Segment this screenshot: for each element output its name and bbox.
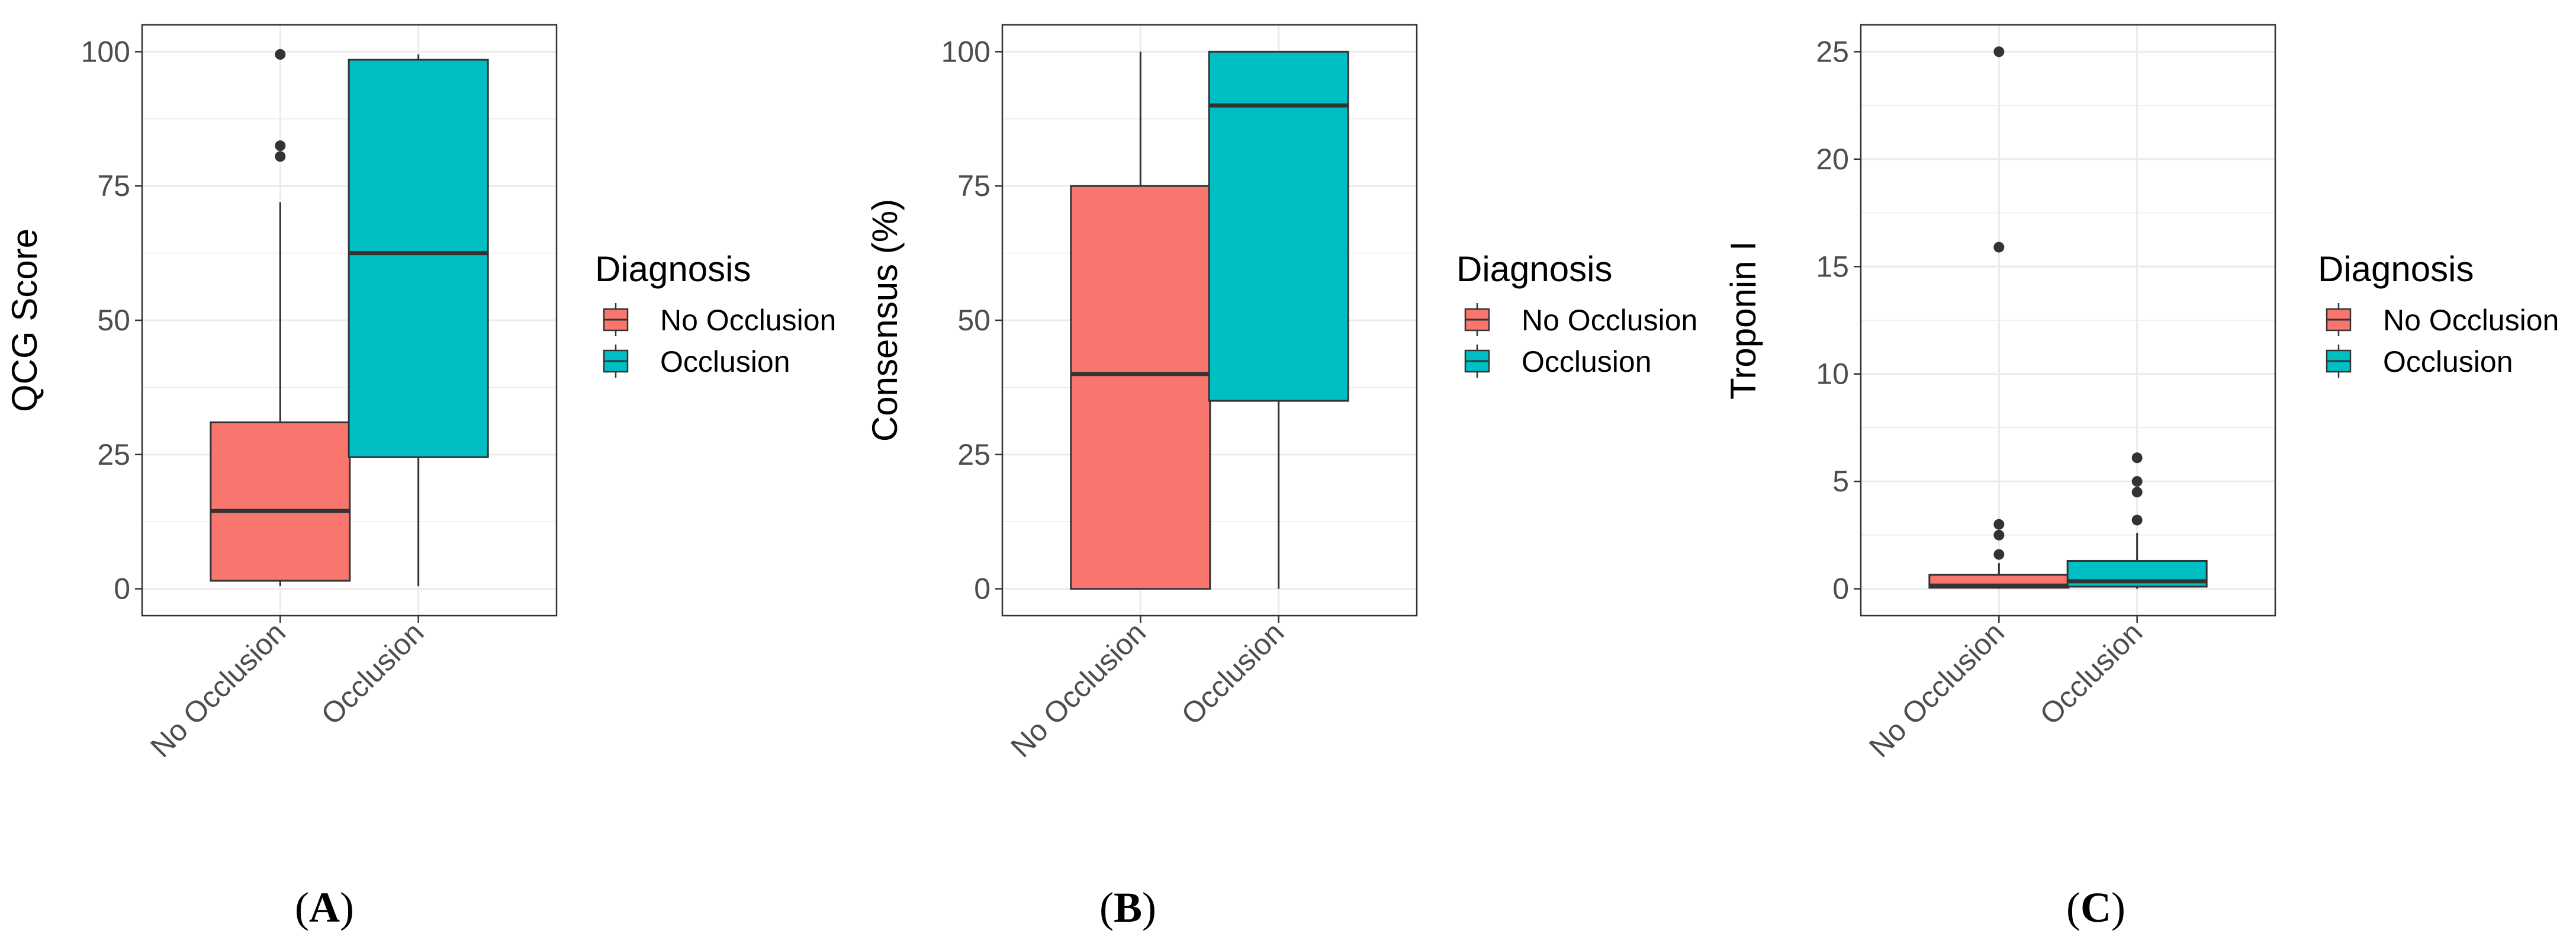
panel-border bbox=[1860, 24, 2276, 617]
x-tick-label: No Occlusion bbox=[1004, 616, 1152, 764]
legend-label: Occlusion bbox=[1522, 345, 1652, 378]
panel-caption-letter: C bbox=[2080, 884, 2111, 931]
y-tick-label: 20 bbox=[1816, 143, 1849, 176]
legend-title: Diagnosis bbox=[595, 249, 751, 289]
y-tick-label: 0 bbox=[114, 572, 130, 606]
panel-caption-paren-close: ) bbox=[2111, 884, 2125, 931]
legend-label: Occlusion bbox=[660, 345, 790, 378]
outlier-point bbox=[275, 49, 286, 60]
legend: Diagnosis No Occlusion Occlusion bbox=[2318, 249, 2559, 378]
outlier-point bbox=[275, 140, 286, 152]
box-iqr bbox=[1070, 185, 1211, 590]
outlier-point bbox=[1993, 529, 2005, 540]
outlier-point bbox=[1993, 549, 2005, 560]
y-tick-label: 100 bbox=[941, 35, 990, 68]
y-tick-label: 25 bbox=[97, 438, 130, 471]
legend: Diagnosis No Occlusion Occlusion bbox=[595, 249, 836, 378]
y-tick-label: 15 bbox=[1816, 250, 1849, 283]
legend-title: Diagnosis bbox=[1456, 249, 1612, 289]
outlier-point bbox=[1993, 46, 2005, 57]
legend-label: No Occlusion bbox=[2383, 304, 2559, 337]
outlier-point bbox=[1993, 519, 2005, 530]
box-no-occlusion bbox=[210, 49, 351, 587]
panel-caption: (B) bbox=[1099, 884, 1156, 931]
outlier-point bbox=[275, 151, 286, 162]
outlier-point bbox=[2131, 487, 2143, 498]
y-tick-label: 0 bbox=[1832, 572, 1849, 606]
y-tick-label: 10 bbox=[1816, 358, 1849, 391]
y-axis-title: Troponin I bbox=[1723, 241, 1763, 400]
x-tick-label: Occlusion bbox=[315, 616, 430, 731]
box-occlusion bbox=[1208, 50, 1349, 589]
panel-caption-paren-open: ( bbox=[2066, 884, 2080, 931]
y-tick-label: 75 bbox=[957, 169, 990, 202]
x-tick-label: Occlusion bbox=[1175, 616, 1291, 731]
outlier-point bbox=[1993, 242, 2005, 253]
panel-caption-letter: A bbox=[309, 884, 340, 931]
box-iqr bbox=[348, 59, 489, 458]
legend-label: Occlusion bbox=[2383, 345, 2513, 378]
y-tick-label: 50 bbox=[97, 304, 130, 337]
legend-title: Diagnosis bbox=[2318, 249, 2474, 289]
box-iqr bbox=[210, 421, 351, 582]
panel-caption-paren-open: ( bbox=[295, 884, 309, 931]
y-axis-title: Consensus (%) bbox=[865, 199, 905, 442]
x-tick-label: No Occlusion bbox=[144, 616, 292, 764]
legend-label: No Occlusion bbox=[660, 304, 836, 337]
outlier-point bbox=[2131, 476, 2143, 487]
box-occlusion bbox=[348, 54, 489, 587]
outlier-point bbox=[2131, 452, 2143, 464]
x-tick-label: No Occlusion bbox=[1863, 616, 2011, 764]
outlier-point bbox=[2131, 514, 2143, 526]
y-tick-label: 25 bbox=[1816, 35, 1849, 68]
y-tick-label: 5 bbox=[1832, 465, 1849, 498]
panel-caption: (A) bbox=[295, 884, 354, 931]
panel-caption-paren-close: ) bbox=[1142, 884, 1156, 931]
y-tick-label: 75 bbox=[97, 169, 130, 202]
panel-caption-paren-open: ( bbox=[1099, 884, 1114, 931]
x-tick-label: Occlusion bbox=[2034, 616, 2149, 731]
panel-caption-paren-close: ) bbox=[340, 884, 354, 931]
y-axis-title: QCG Score bbox=[5, 229, 44, 412]
y-tick-label: 25 bbox=[957, 438, 990, 471]
legend-label: No Occlusion bbox=[1522, 304, 1697, 337]
box-occlusion bbox=[2066, 452, 2208, 589]
legend: Diagnosis No Occlusion Occlusion bbox=[1456, 249, 1697, 378]
y-tick-label: 100 bbox=[81, 35, 130, 68]
box-iqr bbox=[1208, 50, 1349, 402]
y-tick-label: 50 bbox=[957, 304, 990, 337]
panel-caption-letter: B bbox=[1114, 884, 1142, 931]
y-tick-label: 0 bbox=[974, 572, 990, 606]
box-no-occlusion bbox=[1070, 52, 1211, 590]
panel-caption: (C) bbox=[2066, 884, 2125, 931]
